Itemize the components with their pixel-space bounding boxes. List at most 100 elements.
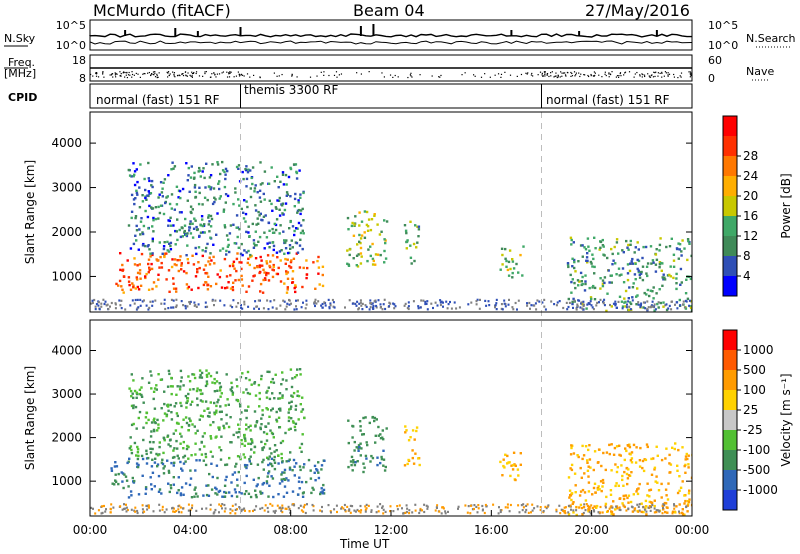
scatter-cell-region-1 — [200, 453, 204, 456]
scatter-cell-region-1 — [170, 207, 173, 210]
scatter-cell-region-1 — [223, 185, 227, 189]
nave-dot — [90, 73, 92, 76]
ground-scatter-cell — [364, 304, 367, 307]
ground-scatter-cell — [214, 508, 217, 512]
ground-scatter-cell — [467, 303, 470, 306]
scatter-cell-region-0 — [291, 281, 294, 284]
ground-scatter-cell — [423, 510, 426, 514]
ground-scatter-cell — [333, 508, 336, 511]
scatter-cell-region-5 — [623, 458, 626, 462]
scatter-cell-region-5 — [663, 501, 667, 505]
scatter-cell-region-3 — [417, 235, 420, 238]
scatter-cell-region-1 — [218, 446, 221, 449]
ground-scatter-cell — [588, 510, 591, 513]
scatter-cell-region-1 — [268, 241, 271, 244]
nave-dot — [673, 76, 676, 78]
scatter-cell-region-1 — [271, 407, 274, 410]
scatter-cell-region-1 — [237, 246, 240, 249]
nave-dot — [570, 75, 572, 78]
ground-scatter-cell — [379, 303, 382, 306]
nave-dot — [620, 75, 622, 77]
scatter-cell-region-1 — [198, 234, 201, 238]
ground-scatter-cell — [376, 505, 379, 508]
ground-scatter-cell — [105, 508, 107, 511]
nave-dot — [253, 74, 255, 77]
scatter-cell-region-0 — [248, 460, 251, 463]
scatter-cell-region-5 — [666, 498, 670, 501]
scatter-cell-region-5 — [643, 291, 646, 295]
scatter-cell-region-0 — [139, 277, 142, 280]
nave-dot — [439, 76, 441, 78]
xtick-label-5: 20:00 — [574, 523, 609, 537]
scatter-cell-region-1 — [261, 413, 264, 417]
scatter-cell-region-1 — [224, 177, 227, 181]
scatter-cell-region-1 — [165, 196, 168, 199]
scatter-cell-region-1 — [185, 447, 189, 451]
ground-scatter-cell — [193, 301, 196, 304]
scatter-cell-region-0 — [216, 273, 219, 276]
ground-scatter-cell — [134, 510, 137, 513]
scatter-cell-region-0 — [133, 257, 136, 260]
ground-scatter-cell — [615, 505, 618, 508]
scatter-cell-region-1 — [169, 385, 173, 388]
scatter-cell-region-1 — [173, 208, 176, 211]
ground-scatter-cell — [175, 305, 178, 309]
scatter-cell-region-0 — [245, 464, 249, 467]
nave-dot — [157, 76, 159, 78]
scatter-cell-region-5 — [689, 306, 692, 309]
scatter-cell-region-0 — [193, 488, 196, 491]
scatter-cell-region-1 — [155, 452, 158, 456]
scatter-cell-region-5 — [593, 298, 597, 301]
ground-scatter-cell — [404, 511, 407, 514]
scatter-cell-region-5 — [599, 240, 603, 244]
scatter-cell-region-0 — [167, 471, 171, 474]
ground-scatter-cell — [100, 302, 103, 305]
ground-scatter-cell — [118, 299, 121, 302]
scatter-cell-region-1 — [166, 403, 170, 406]
scatter-cell-region-1 — [232, 433, 235, 437]
scatter-cell-region-0 — [224, 463, 227, 467]
scatter-cell-region-1 — [136, 392, 139, 396]
scatter-cell-region-0 — [267, 279, 271, 282]
scatter-cell-region-0 — [163, 255, 166, 259]
ground-scatter-cell — [365, 305, 368, 308]
scatter-cell-region-1 — [268, 447, 272, 450]
scatter-cell-region-5 — [623, 297, 626, 300]
scatter-cell-region-1 — [291, 420, 295, 423]
scatter-cell-region-2 — [382, 449, 385, 452]
scatter-cell-region-1 — [174, 229, 177, 233]
ground-scatter-cell — [688, 304, 691, 307]
scatter-cell-region-1 — [213, 196, 216, 199]
scatter-cell-region-1 — [136, 448, 140, 451]
ground-scatter-cell — [576, 305, 579, 308]
scatter-cell-region-1 — [267, 182, 271, 185]
scatter-cell-region-1 — [140, 395, 144, 398]
scatter-cell-region-1 — [198, 191, 201, 195]
ground-scatter-cell — [658, 510, 661, 513]
nave-dot — [381, 72, 383, 74]
scatter-cell-region-0 — [147, 258, 151, 261]
scatter-cell-region-1 — [230, 389, 233, 393]
scatter-cell-region-5 — [677, 257, 680, 260]
scatter-cell-region-1 — [290, 394, 293, 397]
scatter-cell-region-1 — [190, 211, 193, 215]
scatter-cell-region-2 — [369, 460, 372, 463]
scatter-cell-region-1 — [146, 194, 149, 197]
scatter-cell-region-0 — [191, 254, 194, 257]
scatter-cell-region-1 — [179, 385, 182, 388]
scatter-cell-region-5 — [579, 466, 582, 470]
ground-scatter-cell — [643, 508, 646, 511]
scatter-cell-region-3 — [417, 228, 421, 231]
scatter-cell-region-0 — [119, 268, 122, 272]
ground-scatter-cell — [229, 508, 232, 511]
scatter-cell-region-0 — [230, 481, 233, 484]
scatter-cell-region-0 — [320, 468, 323, 471]
ground-scatter-cell — [336, 510, 338, 514]
scatter-cell-region-1 — [178, 189, 182, 193]
scatter-cell-region-5 — [578, 280, 581, 283]
scatter-cell-region-5 — [574, 286, 577, 290]
velocity-colorbar-band-6 — [723, 370, 737, 390]
nave-dot — [664, 71, 667, 73]
scatter-cell-region-2 — [354, 215, 357, 218]
power-ytick-label-0: 1000 — [51, 269, 82, 283]
